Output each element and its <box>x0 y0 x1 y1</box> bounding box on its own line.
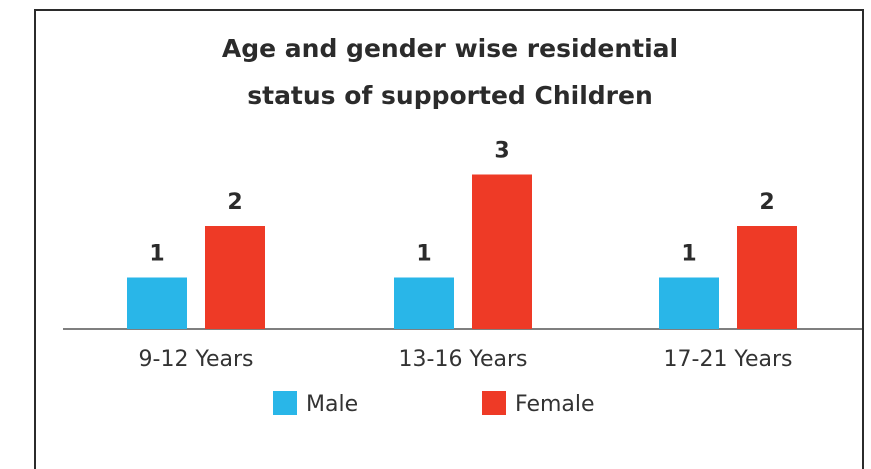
category-labels-layer: 9-12 Years 13-16 Years 17-21 Years <box>139 347 793 372</box>
chart-title-line-1: Age and gender wise residential <box>222 34 678 63</box>
bar-chart: Age and gender wise residential status o… <box>63 34 862 417</box>
bar-female-3 <box>737 226 797 329</box>
value-label-female-1: 2 <box>227 190 242 215</box>
value-label-male-2: 1 <box>416 242 431 267</box>
bar-female-1 <box>205 226 265 329</box>
category-label-2: 13-16 Years <box>399 347 528 372</box>
value-label-male-1: 1 <box>149 242 164 267</box>
value-labels-layer: 1 2 1 3 1 2 <box>149 139 774 267</box>
legend-label-male: Male <box>306 392 358 417</box>
value-label-female-3: 2 <box>759 190 774 215</box>
bar-male-2 <box>394 277 454 329</box>
legend-swatch-male <box>273 391 297 415</box>
bars-layer <box>127 174 797 329</box>
value-label-female-2: 3 <box>494 139 509 164</box>
chart-title-line-2: status of supported Children <box>247 81 653 110</box>
category-label-3: 17-21 Years <box>664 347 793 372</box>
legend: Male Female <box>273 391 595 417</box>
bar-male-3 <box>659 277 719 329</box>
legend-label-female: Female <box>515 392 595 417</box>
bar-male-1 <box>127 277 187 329</box>
chart-frame <box>34 9 864 469</box>
bar-female-2 <box>472 174 532 329</box>
value-label-male-3: 1 <box>681 242 696 267</box>
category-label-1: 9-12 Years <box>139 347 254 372</box>
legend-swatch-female <box>482 391 506 415</box>
